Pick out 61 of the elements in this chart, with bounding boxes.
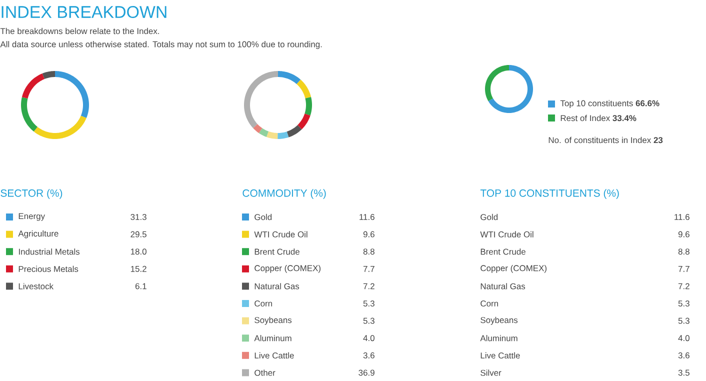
category-label: WTI Crude Oil <box>480 231 534 238</box>
text: 3.6 <box>678 352 690 358</box>
category-label: Brent Crude <box>480 248 526 255</box>
legend-label: Energy <box>18 213 46 221</box>
data-label: 66.6% <box>636 100 660 106</box>
legend-label: Livestock <box>18 283 54 290</box>
legend-label: Agriculture <box>18 230 58 238</box>
legend-label: Aluminum <box>254 334 292 342</box>
data-label: 9.6 <box>363 231 374 238</box>
data-label: 4.0 <box>363 335 374 342</box>
category-label: Copper (COMEX) <box>480 264 546 273</box>
category-label: Natural Gas <box>480 283 526 290</box>
data-label: 6.1 <box>135 283 146 290</box>
legend-label: Corn <box>254 300 272 306</box>
text: 8.8 <box>678 248 690 255</box>
text: All data source unless otherwise stated. Totals may not sum to 100% due to rounding. <box>0 41 322 49</box>
data-label: 11.6 <box>360 214 374 220</box>
data-label: 33.4% <box>612 115 636 122</box>
text: 11.6 <box>674 214 690 220</box>
category-label: Corn <box>480 300 498 306</box>
data-label: 7.2 <box>363 283 374 290</box>
legend-label: WTI Crude Oil <box>254 231 308 238</box>
legend-label: Copper (COMEX) <box>254 264 320 273</box>
legend-label: Natural Gas <box>254 283 300 290</box>
legend-label: Top 10 constituents <box>560 100 633 108</box>
data-label: 36.9 <box>358 370 374 376</box>
text: 7.7 <box>678 266 690 272</box>
legend-label: Live Cattle <box>254 352 294 359</box>
data-label: 5.3 <box>363 318 374 324</box>
data-label: 31.3 <box>130 214 146 220</box>
legend-label: Soybeans <box>254 316 292 325</box>
category-label: Live Cattle <box>480 352 520 359</box>
text: 7.2 <box>678 283 690 290</box>
data-label: 5.3 <box>363 300 374 306</box>
category-label: Soybeans <box>480 316 518 325</box>
data-label: 15.2 <box>130 266 146 272</box>
text: INDEX BREAKDOWN <box>2 6 166 18</box>
data-label: 18.0 <box>130 248 146 255</box>
category-label: Aluminum <box>480 334 518 342</box>
text: The breakdowns below relate to the Index. <box>0 28 159 34</box>
text: 5.3 <box>678 300 690 306</box>
legend-label: Brent Crude <box>254 248 300 255</box>
legend-label: Precious Metals <box>18 266 78 272</box>
text: 4.0 <box>678 335 690 342</box>
text: 3.5 <box>678 370 690 376</box>
category-label: Gold <box>480 214 498 220</box>
data-label: 3.6 <box>363 352 374 358</box>
legend-label: Other <box>254 370 276 376</box>
data-label: 8.8 <box>363 248 374 255</box>
text: 9.6 <box>678 231 690 238</box>
text: COMMODITY (%) <box>242 189 326 199</box>
text: TOP 10 CONSTITUENTS (%) <box>480 189 619 199</box>
data-label: 7.7 <box>363 266 374 272</box>
text: No. of constituents in Index 23 <box>548 136 663 144</box>
text: 5.3 <box>678 318 690 324</box>
data-label: 29.5 <box>130 231 146 238</box>
legend-label: Rest of Index <box>560 114 610 122</box>
category-label: Silver <box>480 370 502 376</box>
legend-label: Gold <box>254 214 272 220</box>
legend-label: Industrial Metals <box>18 248 80 255</box>
text: SECTOR (%) <box>0 189 62 199</box>
